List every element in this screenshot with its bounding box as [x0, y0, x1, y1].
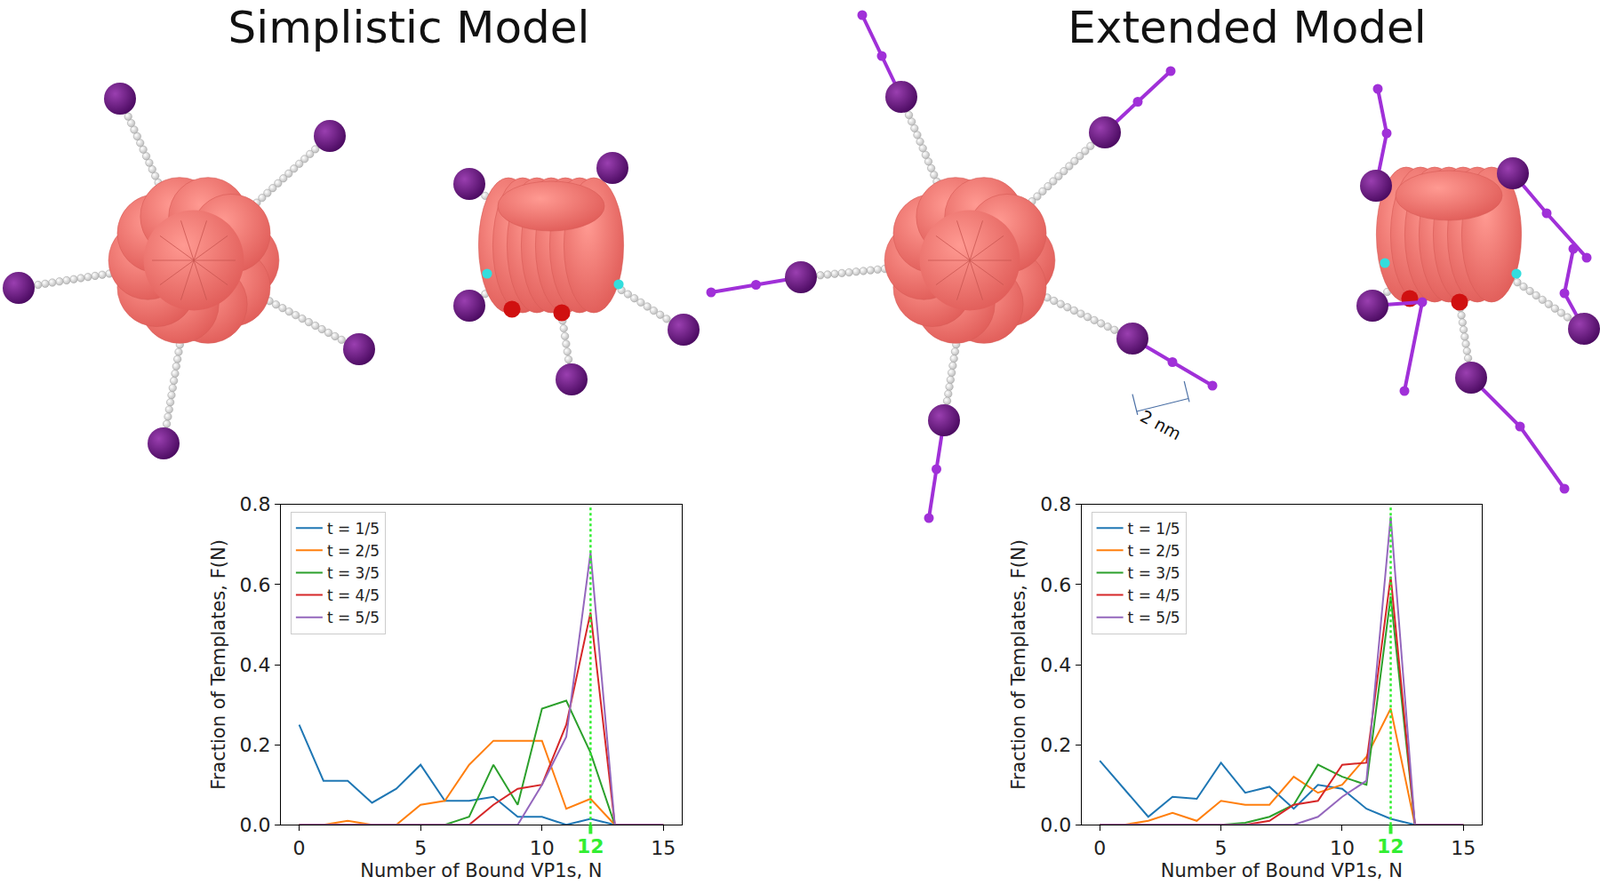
svg-text:12: 12: [576, 835, 605, 858]
svg-text:2 nm: 2 nm: [1136, 406, 1184, 444]
svg-text:0.0: 0.0: [239, 814, 271, 837]
svg-text:Number of Bound VP1s, N: Number of Bound VP1s, N: [1160, 860, 1403, 882]
svg-text:0.4: 0.4: [1040, 654, 1072, 677]
svg-text:0.2: 0.2: [1040, 734, 1072, 757]
svg-text:0.8: 0.8: [1040, 493, 1072, 516]
svg-text:0: 0: [1093, 837, 1106, 860]
svg-text:0: 0: [293, 837, 306, 860]
svg-text:Fraction of Templates, F(N): Fraction of Templates, F(N): [1008, 539, 1030, 791]
svg-text:0.6: 0.6: [1040, 574, 1072, 597]
svg-text:t = 4/5: t = 4/5: [327, 586, 380, 605]
svg-text:0.2: 0.2: [239, 734, 271, 757]
svg-text:0.8: 0.8: [239, 493, 271, 516]
svg-text:0.4: 0.4: [239, 654, 271, 677]
svg-text:Simplistic Model: Simplistic Model: [228, 1, 591, 54]
svg-text:15: 15: [650, 837, 676, 860]
svg-text:10: 10: [1329, 837, 1355, 860]
svg-text:0.0: 0.0: [1040, 814, 1072, 837]
svg-text:10: 10: [529, 837, 555, 860]
svg-text:t = 2/5: t = 2/5: [1128, 542, 1181, 560]
svg-text:0.6: 0.6: [239, 574, 271, 597]
svg-text:t = 3/5: t = 3/5: [1128, 564, 1181, 583]
svg-text:t = 1/5: t = 1/5: [1128, 520, 1181, 538]
svg-text:t = 4/5: t = 4/5: [1128, 586, 1181, 605]
svg-text:5: 5: [414, 837, 427, 860]
svg-text:Number of Bound VP1s, N: Number of Bound VP1s, N: [360, 860, 602, 882]
svg-text:Extended Model: Extended Model: [1067, 1, 1427, 54]
svg-text:15: 15: [1450, 837, 1476, 860]
svg-text:t = 2/5: t = 2/5: [327, 542, 380, 560]
svg-text:t = 5/5: t = 5/5: [327, 608, 380, 627]
svg-text:t = 3/5: t = 3/5: [327, 564, 380, 583]
svg-text:t = 5/5: t = 5/5: [1128, 608, 1181, 627]
svg-text:Fraction of Templates, F(N): Fraction of Templates, F(N): [208, 539, 230, 791]
svg-text:t = 1/5: t = 1/5: [327, 520, 380, 538]
svg-text:12: 12: [1376, 835, 1405, 858]
svg-text:5: 5: [1215, 837, 1228, 860]
